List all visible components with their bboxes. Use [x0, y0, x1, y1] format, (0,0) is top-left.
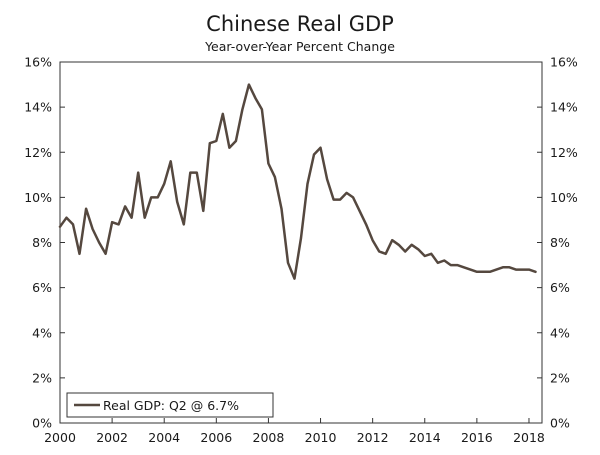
y-tick-label-left: 16%	[24, 55, 52, 70]
y-tick-label-left: 4%	[32, 325, 52, 340]
x-tick-label: 2016	[461, 430, 493, 445]
y-tick-label-right: 14%	[550, 100, 578, 115]
y-tick-label-left: 10%	[24, 190, 52, 205]
y-tick-label-left: 8%	[32, 235, 52, 250]
x-tick-label: 2014	[409, 430, 441, 445]
x-tick-label: 2012	[357, 430, 389, 445]
chart-subtitle: Year-over-Year Percent Change	[204, 39, 395, 54]
x-tick-label: 2006	[200, 430, 232, 445]
y-tick-label-left: 12%	[24, 145, 52, 160]
x-tick-label: 2002	[96, 430, 128, 445]
x-tick-label: 2010	[305, 430, 337, 445]
legend: Real GDP: Q2 @ 6.7%	[66, 392, 274, 418]
x-tick-label: 2008	[253, 430, 285, 445]
y-tick-label-right: 16%	[550, 55, 578, 70]
chart-title: Chinese Real GDP	[206, 12, 394, 36]
y-tick-label-left: 6%	[32, 280, 52, 295]
legend-box	[66, 392, 274, 418]
y-tick-label-left: 2%	[32, 370, 52, 385]
y-tick-label-left: 14%	[24, 100, 52, 115]
y-axis-right: 0% 2% 4% 6% 8% 10% 12% 14% 16%	[537, 55, 578, 431]
y-tick-label-right: 2%	[550, 370, 570, 385]
y-tick-label-right: 10%	[550, 190, 578, 205]
y-tick-label-right: 8%	[550, 235, 570, 250]
legend-label-real-gdp: Real GDP: Q2 @ 6.7%	[103, 398, 239, 413]
y-axis-left: 0% 2% 4% 6% 8% 10% 12% 14% 16%	[24, 55, 65, 431]
x-axis: 2000 2002 2004 2006 2008 2010 2012 2014 2016 2018	[44, 418, 545, 445]
y-tick-label-right: 0%	[550, 416, 570, 431]
y-tick-label-right: 6%	[550, 280, 570, 295]
x-tick-label: 2018	[513, 430, 545, 445]
y-tick-label-right: 4%	[550, 325, 570, 340]
series-line-real-gdp	[58, 83, 537, 280]
y-tick-label-left: 0%	[32, 416, 52, 431]
x-tick-label: 2004	[148, 430, 180, 445]
y-tick-label-right: 12%	[550, 145, 578, 160]
x-tick-label: 2000	[44, 430, 76, 445]
